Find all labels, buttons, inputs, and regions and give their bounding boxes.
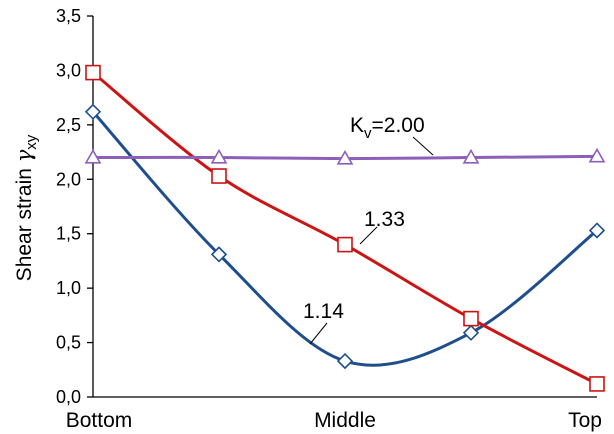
data-point-kv-1.33 — [85, 64, 101, 81]
data-point-kv-1.33 — [589, 376, 605, 392]
y-tick-label: 1,5 — [56, 224, 81, 244]
data-point-kv-1.33 — [463, 310, 479, 327]
y-tick-label: 2,5 — [56, 115, 81, 135]
data-point-kv-2.00 — [210, 148, 228, 164]
data-point-kv-1.14 — [336, 352, 354, 370]
x-category-label: Middle — [314, 409, 376, 432]
series-label-1-14: 1.14 — [303, 300, 344, 323]
annotation-leader — [412, 136, 434, 156]
x-category-label: Bottom — [66, 409, 133, 432]
series-lines — [91, 71, 598, 386]
y-tick-label: 2,0 — [56, 169, 81, 189]
data-point-kv-2.00 — [336, 149, 354, 165]
chart-labels: 0,0 0,5 1,0 1,5 2,0 2,5 3,0 3,5 Bottom Middle Top S… — [12, 6, 602, 432]
annotation-leader — [359, 226, 378, 245]
data-point-kv-2.00 — [84, 148, 102, 164]
data-point-kv-1.14 — [210, 246, 228, 263]
annotation-leader — [309, 322, 328, 345]
series-line-kv-1.33 — [92, 71, 598, 386]
y-tick-label: 1,0 — [56, 278, 81, 298]
series-label-1-33: 1.33 — [364, 208, 405, 231]
data-point-kv-1.33 — [211, 168, 227, 184]
y-tick-label: 0,0 — [56, 387, 81, 407]
y-tick-label: 3,0 — [56, 60, 81, 80]
data-point-kv-1.33 — [337, 236, 353, 253]
series-markers — [84, 64, 606, 392]
x-category-label: Top — [568, 409, 602, 432]
data-point-kv-1.14 — [462, 324, 480, 341]
data-point-kv-1.14 — [84, 103, 102, 120]
y-tick-label: 0,5 — [56, 333, 81, 353]
data-point-kv-2.00 — [462, 148, 480, 164]
data-point-kv-1.14 — [588, 222, 606, 239]
series-label-kv-2-00: Kv=2.00 — [350, 114, 425, 142]
y-tick-label: 3,5 — [56, 6, 81, 26]
axes — [87, 15, 597, 398]
y-axis-title: Shear strain γxy — [12, 134, 40, 281]
data-point-kv-2.00 — [588, 147, 606, 163]
